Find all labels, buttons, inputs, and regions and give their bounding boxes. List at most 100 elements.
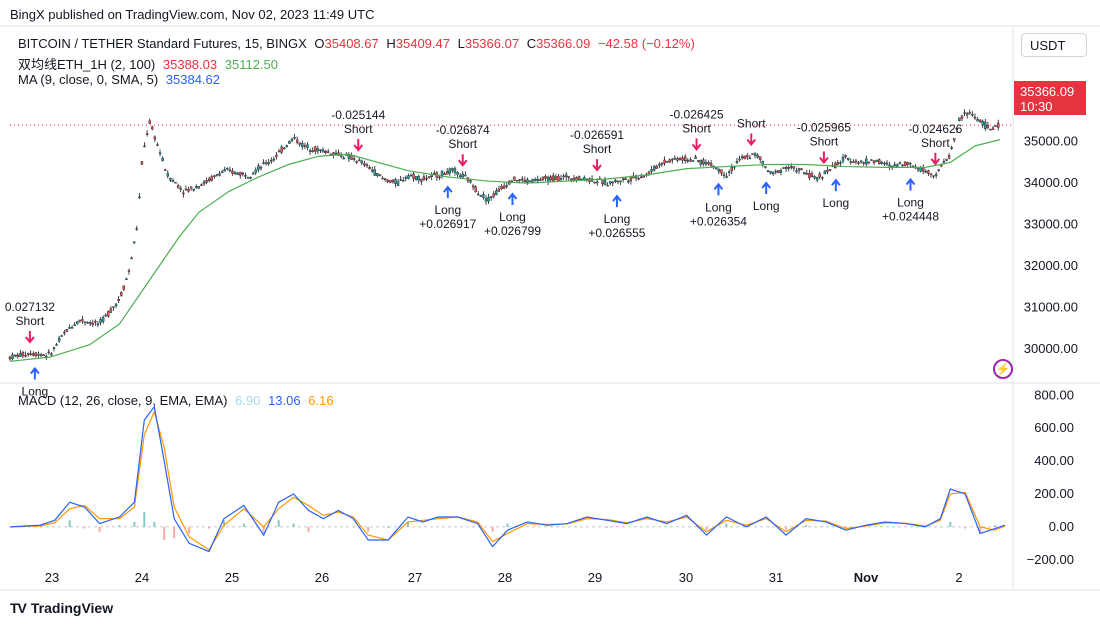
candle-body [138,196,141,198]
candle-body [865,158,868,165]
currency-selector[interactable]: USDT [1021,33,1087,57]
candle-body [360,160,364,164]
candle-body [29,353,32,356]
candle-body [826,169,829,173]
candle-body [735,160,739,163]
candle-body [655,165,658,169]
candle-body [896,164,899,168]
candle-body [557,176,560,182]
candle-body [792,166,796,169]
short-arrow-icon [819,151,829,165]
candle-body [324,150,327,154]
candle-body [290,138,294,141]
short-signal-value: -0.025965 [797,120,851,134]
candle-body [880,162,884,164]
candle-body [337,152,340,156]
symbol-name[interactable]: BITCOIN / TETHER Standard Futures, 15, B… [18,36,307,51]
candle-body [549,176,552,181]
candle-body [251,173,255,175]
candle-body [316,148,320,152]
candle-body [544,176,547,179]
candle-body [466,177,470,182]
c-label: C [526,36,537,51]
candle-body [797,168,801,171]
candle-body [727,171,731,173]
candle-body [686,160,689,162]
candle-body [533,179,537,181]
candle-body [435,172,439,178]
macd-histogram-bar [387,526,390,528]
long-arrow-icon [713,182,724,196]
candle-body [143,145,146,148]
candle-body [585,179,589,181]
candle-body [161,157,164,162]
candle-body [425,178,428,180]
short-arrow-icon [746,133,757,147]
macd-histogram-bar [83,526,86,529]
short-signal-label: Short [448,137,477,151]
candle-body [839,162,842,164]
tradingview-footer[interactable]: TV TradingView [10,600,113,616]
candle-body [577,176,581,180]
candle-body [699,159,702,165]
time-tick-label: 24 [135,570,149,585]
candle-body [363,163,366,166]
candle-body [746,155,749,158]
macd-histogram-bar [68,520,71,527]
candle-body [127,270,131,272]
candle-body [233,171,237,174]
candle-body [288,140,291,144]
time-tick-label: 31 [769,570,783,585]
bar-countdown: 10:30 [1020,99,1053,114]
long-arrow-icon [905,177,916,191]
candle-body [523,179,527,182]
candle-body [479,195,483,197]
candle-body [878,159,881,164]
candle-body [86,322,89,324]
candle-body [94,320,97,323]
candle-body [513,176,516,181]
candle-body [156,144,159,146]
candle-body [381,177,384,180]
candle-body [202,181,206,185]
candle-body [849,161,852,163]
candle-body [885,162,889,165]
candle-body [844,154,847,158]
time-tick-label: 28 [498,570,512,585]
candle-body [350,155,353,160]
price-tick-label: 35000.00 [1024,134,1078,149]
candle-body [239,172,242,176]
candle-body [707,162,710,165]
eth-indicator-value2: 35112.50 [224,57,279,72]
candle-body [976,119,979,122]
macd-histogram-bar [407,521,409,527]
long-signal-value: +0.026799 [484,224,541,238]
candle-body [997,122,1000,128]
short-signal-label: Short [737,117,766,131]
candle-body [378,174,382,176]
candle-body [283,147,286,150]
candle-body [862,162,865,164]
candle-body [958,117,961,121]
short-signal-value: -0.026425 [670,107,724,121]
candle-body [303,145,307,147]
candle-body [215,174,219,176]
short-signal-value: -0.026874 [436,123,490,137]
candle-body [914,166,917,169]
candle-body [500,186,503,190]
candle-body [632,175,635,179]
candle-body [223,169,226,172]
candle-body [267,162,270,164]
candle-body [637,178,640,180]
candle-body [991,127,995,130]
time-tick-label: 2 [955,570,962,585]
short-arrow-icon [457,154,468,167]
candle-body [487,196,490,202]
eth-indicator-legend[interactable]: 双均线ETH_1H (2, 100) 35388.03 35112.50 [18,54,282,73]
ma-indicator-legend[interactable]: MA (9, close, 0, SMA, 5) 35384.62 [18,72,224,87]
lightning-icon[interactable]: ⚡ [993,359,1013,379]
candle-body [125,278,128,281]
candle-body [477,193,480,196]
macd-legend[interactable]: MACD (12, 26, close, 9, EMA, EMA) 6.90 1… [18,393,338,408]
